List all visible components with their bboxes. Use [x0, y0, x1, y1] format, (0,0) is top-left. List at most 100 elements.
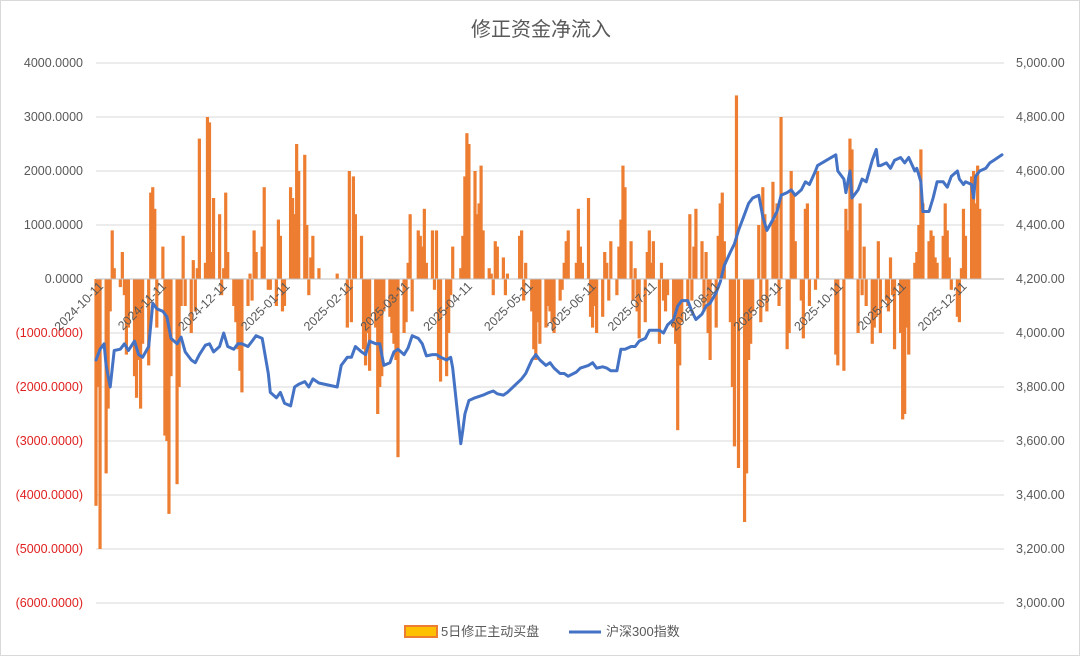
bar — [183, 279, 187, 306]
bar — [836, 279, 840, 366]
bar — [635, 279, 639, 312]
bar — [732, 279, 737, 447]
bar — [878, 279, 882, 333]
bar — [747, 279, 751, 360]
bar — [621, 165, 625, 279]
bar — [659, 262, 664, 279]
bar — [546, 279, 550, 306]
bar — [248, 273, 252, 279]
bar — [408, 214, 412, 279]
bar — [919, 149, 923, 279]
bar — [649, 262, 653, 279]
bar — [846, 230, 850, 279]
bar — [702, 279, 706, 312]
bar — [108, 279, 112, 312]
bar — [929, 230, 933, 279]
bar — [886, 279, 891, 312]
bar — [459, 268, 463, 279]
bar — [976, 165, 980, 279]
bar — [720, 192, 724, 279]
bar — [858, 203, 862, 279]
bar — [438, 279, 443, 382]
bar — [578, 246, 583, 279]
bar-series — [94, 95, 982, 549]
bar — [736, 279, 741, 468]
bar — [742, 279, 747, 522]
bar — [915, 252, 919, 279]
bar — [876, 241, 880, 279]
bar — [536, 279, 540, 323]
bar — [226, 252, 230, 279]
right-tick-label: 3,400.00 — [1016, 488, 1065, 502]
bar — [864, 279, 868, 306]
bar — [467, 144, 471, 279]
bar — [945, 230, 949, 279]
bar — [661, 279, 666, 301]
bar — [672, 279, 676, 328]
bar — [517, 235, 522, 279]
bar — [394, 279, 398, 360]
bar — [236, 279, 240, 350]
bar — [410, 279, 414, 312]
bar — [690, 279, 694, 301]
bar — [126, 279, 131, 328]
bar — [222, 268, 226, 279]
x-tick-label: 2025-05-11 — [481, 279, 535, 333]
bar — [530, 279, 534, 312]
bar — [177, 279, 181, 387]
bar — [633, 268, 637, 279]
bar — [775, 203, 779, 279]
bar — [580, 262, 585, 279]
bar — [392, 279, 396, 344]
bar — [870, 279, 874, 344]
bar — [562, 262, 566, 279]
bar — [538, 279, 542, 344]
bar — [495, 246, 499, 279]
left-tick-label: 2000.0000 — [24, 164, 83, 178]
bar — [378, 279, 382, 387]
bar — [209, 252, 214, 279]
bar — [757, 225, 761, 279]
bar — [856, 279, 860, 333]
bar — [122, 279, 126, 296]
bar — [799, 279, 803, 301]
left-tick-label: (6000.0000) — [16, 596, 83, 610]
bar — [351, 176, 356, 279]
bar — [274, 279, 278, 306]
bar — [933, 257, 937, 279]
bar — [805, 203, 810, 279]
bar — [134, 279, 139, 398]
bar — [688, 214, 692, 279]
bar — [169, 279, 173, 377]
bar — [714, 279, 718, 328]
bar — [785, 279, 789, 350]
bar — [475, 214, 479, 279]
bar — [311, 235, 315, 279]
left-tick-label: (1000.0000) — [16, 326, 83, 340]
bar — [603, 252, 607, 279]
right-axis: 5,000.00 4,800.00 4,600.00 4,400.00 4,200.00… — [1016, 56, 1065, 610]
bar — [406, 262, 410, 279]
bar — [700, 241, 704, 279]
x-tick-label: 2025-12-11 — [915, 279, 969, 333]
bar — [749, 279, 753, 344]
bar — [349, 279, 353, 323]
bar — [165, 279, 169, 441]
bar — [481, 230, 485, 279]
bar — [432, 279, 437, 290]
bar — [307, 279, 311, 296]
bar — [110, 230, 114, 279]
bar — [238, 279, 242, 371]
x-tick-label: 2025-01-11 — [238, 279, 292, 333]
bar — [418, 235, 422, 279]
bar — [240, 279, 244, 393]
bar — [449, 279, 453, 296]
bar — [359, 235, 364, 279]
bar — [193, 279, 197, 312]
bar — [678, 279, 682, 366]
bar — [631, 279, 635, 301]
bar — [548, 279, 552, 312]
bar — [590, 279, 595, 328]
bar — [722, 241, 726, 279]
